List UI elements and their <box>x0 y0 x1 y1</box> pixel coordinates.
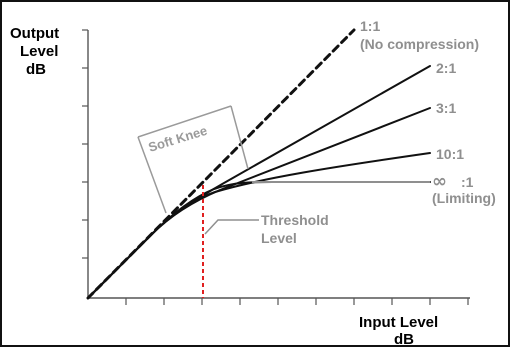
soft-knee-bracket-top <box>137 105 232 138</box>
curve-label-limiting-subtitle: (Limiting) <box>432 190 496 206</box>
x-axis-label: Input Level dB <box>359 314 442 345</box>
threshold-leader <box>204 219 259 235</box>
curve-label-limiting-ratio: :1 <box>461 174 474 190</box>
transfer-curves <box>86 28 431 300</box>
curve-label-10-1: 10:1 <box>436 146 464 162</box>
curve-limiting <box>87 181 431 299</box>
soft-knee-bracket-left <box>137 136 167 214</box>
threshold-label-line-1: Threshold <box>261 212 329 228</box>
soft-knee-bracket-right <box>230 105 249 170</box>
soft-knee-label: Soft Knee <box>146 123 208 155</box>
y-axis-label-line-1: Output <box>10 25 59 42</box>
x-axis-label-line-1: Input Level <box>359 314 438 331</box>
curve-label-1-1-subtitle: (No compression) <box>360 36 479 52</box>
curve-label-1-1: 1:1 (No compression) <box>360 18 479 52</box>
threshold-label: Threshold Level <box>261 212 333 246</box>
y-axis-label-line-3: dB <box>26 61 46 78</box>
curve-label-2-1: 2:1 <box>436 60 456 76</box>
curve-label-3-1: 3:1 <box>436 100 456 116</box>
infinity-icon: ∞ <box>432 171 447 192</box>
y-axis-label-line-2: Level <box>20 43 58 60</box>
y-axis-ticks <box>82 29 88 259</box>
curve-label-1-1-ratio: 1:1 <box>360 18 380 34</box>
y-axis-label: Output Level dB <box>10 25 63 78</box>
x-axis-ticks <box>125 298 469 305</box>
threshold-label-line-2: Level <box>261 230 297 246</box>
soft-knee-bracket <box>137 105 249 214</box>
x-axis-label-line-2: dB <box>394 331 414 345</box>
